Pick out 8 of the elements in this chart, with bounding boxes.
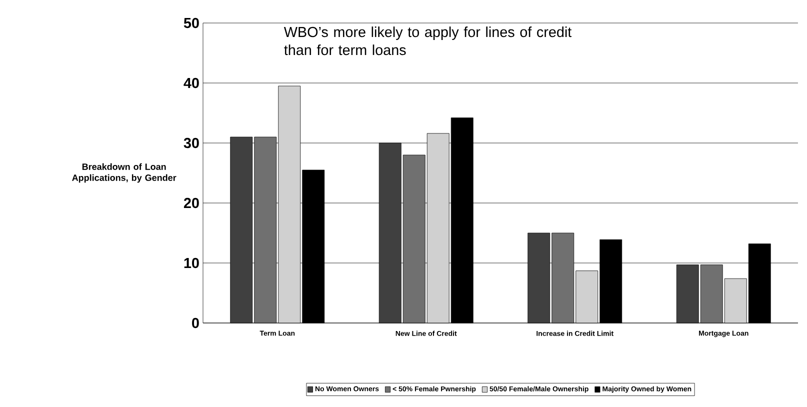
y-tick-label: 0 <box>192 318 199 328</box>
y-axis-title: Breakdown of Loan Applications, by Gender <box>72 163 176 183</box>
y-tick-label: 40 <box>184 78 199 88</box>
text: WBO’s more likely to apply for lines of credit than for term loans <box>284 26 572 56</box>
y-tick-label: 10 <box>184 258 199 268</box>
y-tick-label: 30 <box>184 138 199 148</box>
y-tick-label: 50 <box>184 18 199 28</box>
y-tick-label: 20 <box>184 198 199 208</box>
